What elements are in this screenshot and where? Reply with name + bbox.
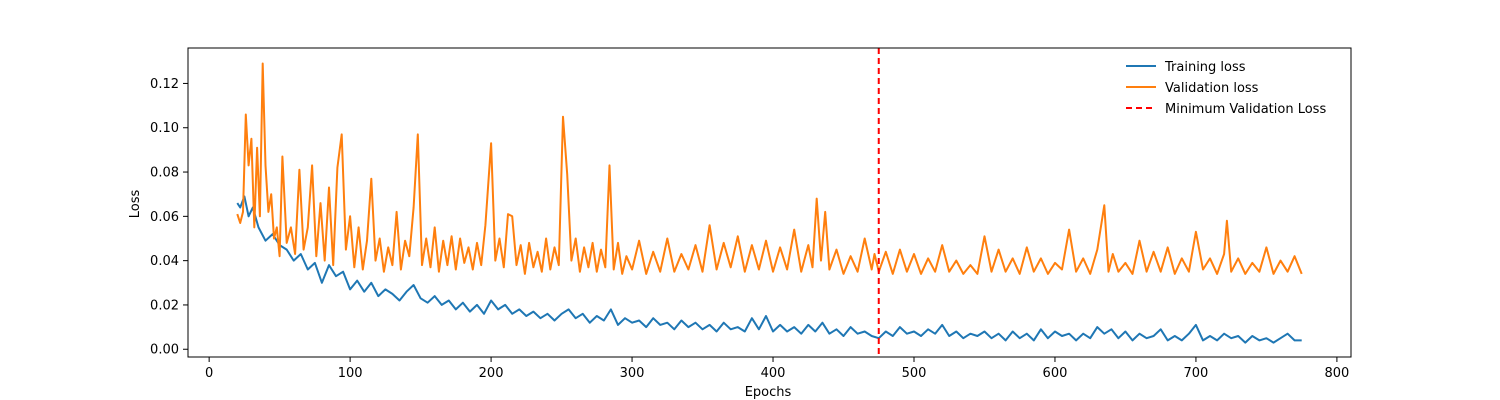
training-loss-line <box>236 195 1302 344</box>
y-tick-label: 0.00 <box>150 343 179 358</box>
x-axis-label: Epochs <box>745 385 792 400</box>
x-axis: 0 100 200 300 400 500 600 700 800 <box>205 357 1349 381</box>
y-tick-label: 0.10 <box>150 121 179 136</box>
x-tick-label: 500 <box>902 366 927 381</box>
validation-loss-line <box>236 62 1303 275</box>
y-axis: 0.00 0.02 0.04 0.06 0.08 0.10 0.12 <box>150 77 188 358</box>
plot-lines <box>236 48 1303 357</box>
legend-label: Validation loss <box>1165 81 1259 96</box>
x-tick-label: 100 <box>338 366 363 381</box>
x-tick-label: 0 <box>205 366 213 381</box>
legend-label: Minimum Validation Loss <box>1165 102 1326 117</box>
y-tick-label: 0.04 <box>150 254 179 269</box>
x-tick-label: 700 <box>1184 366 1209 381</box>
y-tick-label: 0.06 <box>150 210 179 225</box>
y-axis-label: Loss <box>128 190 143 219</box>
x-tick-label: 400 <box>761 366 786 381</box>
legend: Training loss Validation loss Minimum Vali… <box>1126 60 1326 117</box>
x-tick-label: 800 <box>1324 366 1349 381</box>
x-tick-label: 600 <box>1043 366 1068 381</box>
x-tick-label: 300 <box>620 366 645 381</box>
legend-label: Training loss <box>1164 60 1246 75</box>
y-tick-label: 0.12 <box>150 77 179 92</box>
x-tick-label: 200 <box>479 366 504 381</box>
y-tick-label: 0.08 <box>150 166 179 181</box>
y-tick-label: 0.02 <box>150 298 179 313</box>
plot-frame <box>187 47 1352 358</box>
